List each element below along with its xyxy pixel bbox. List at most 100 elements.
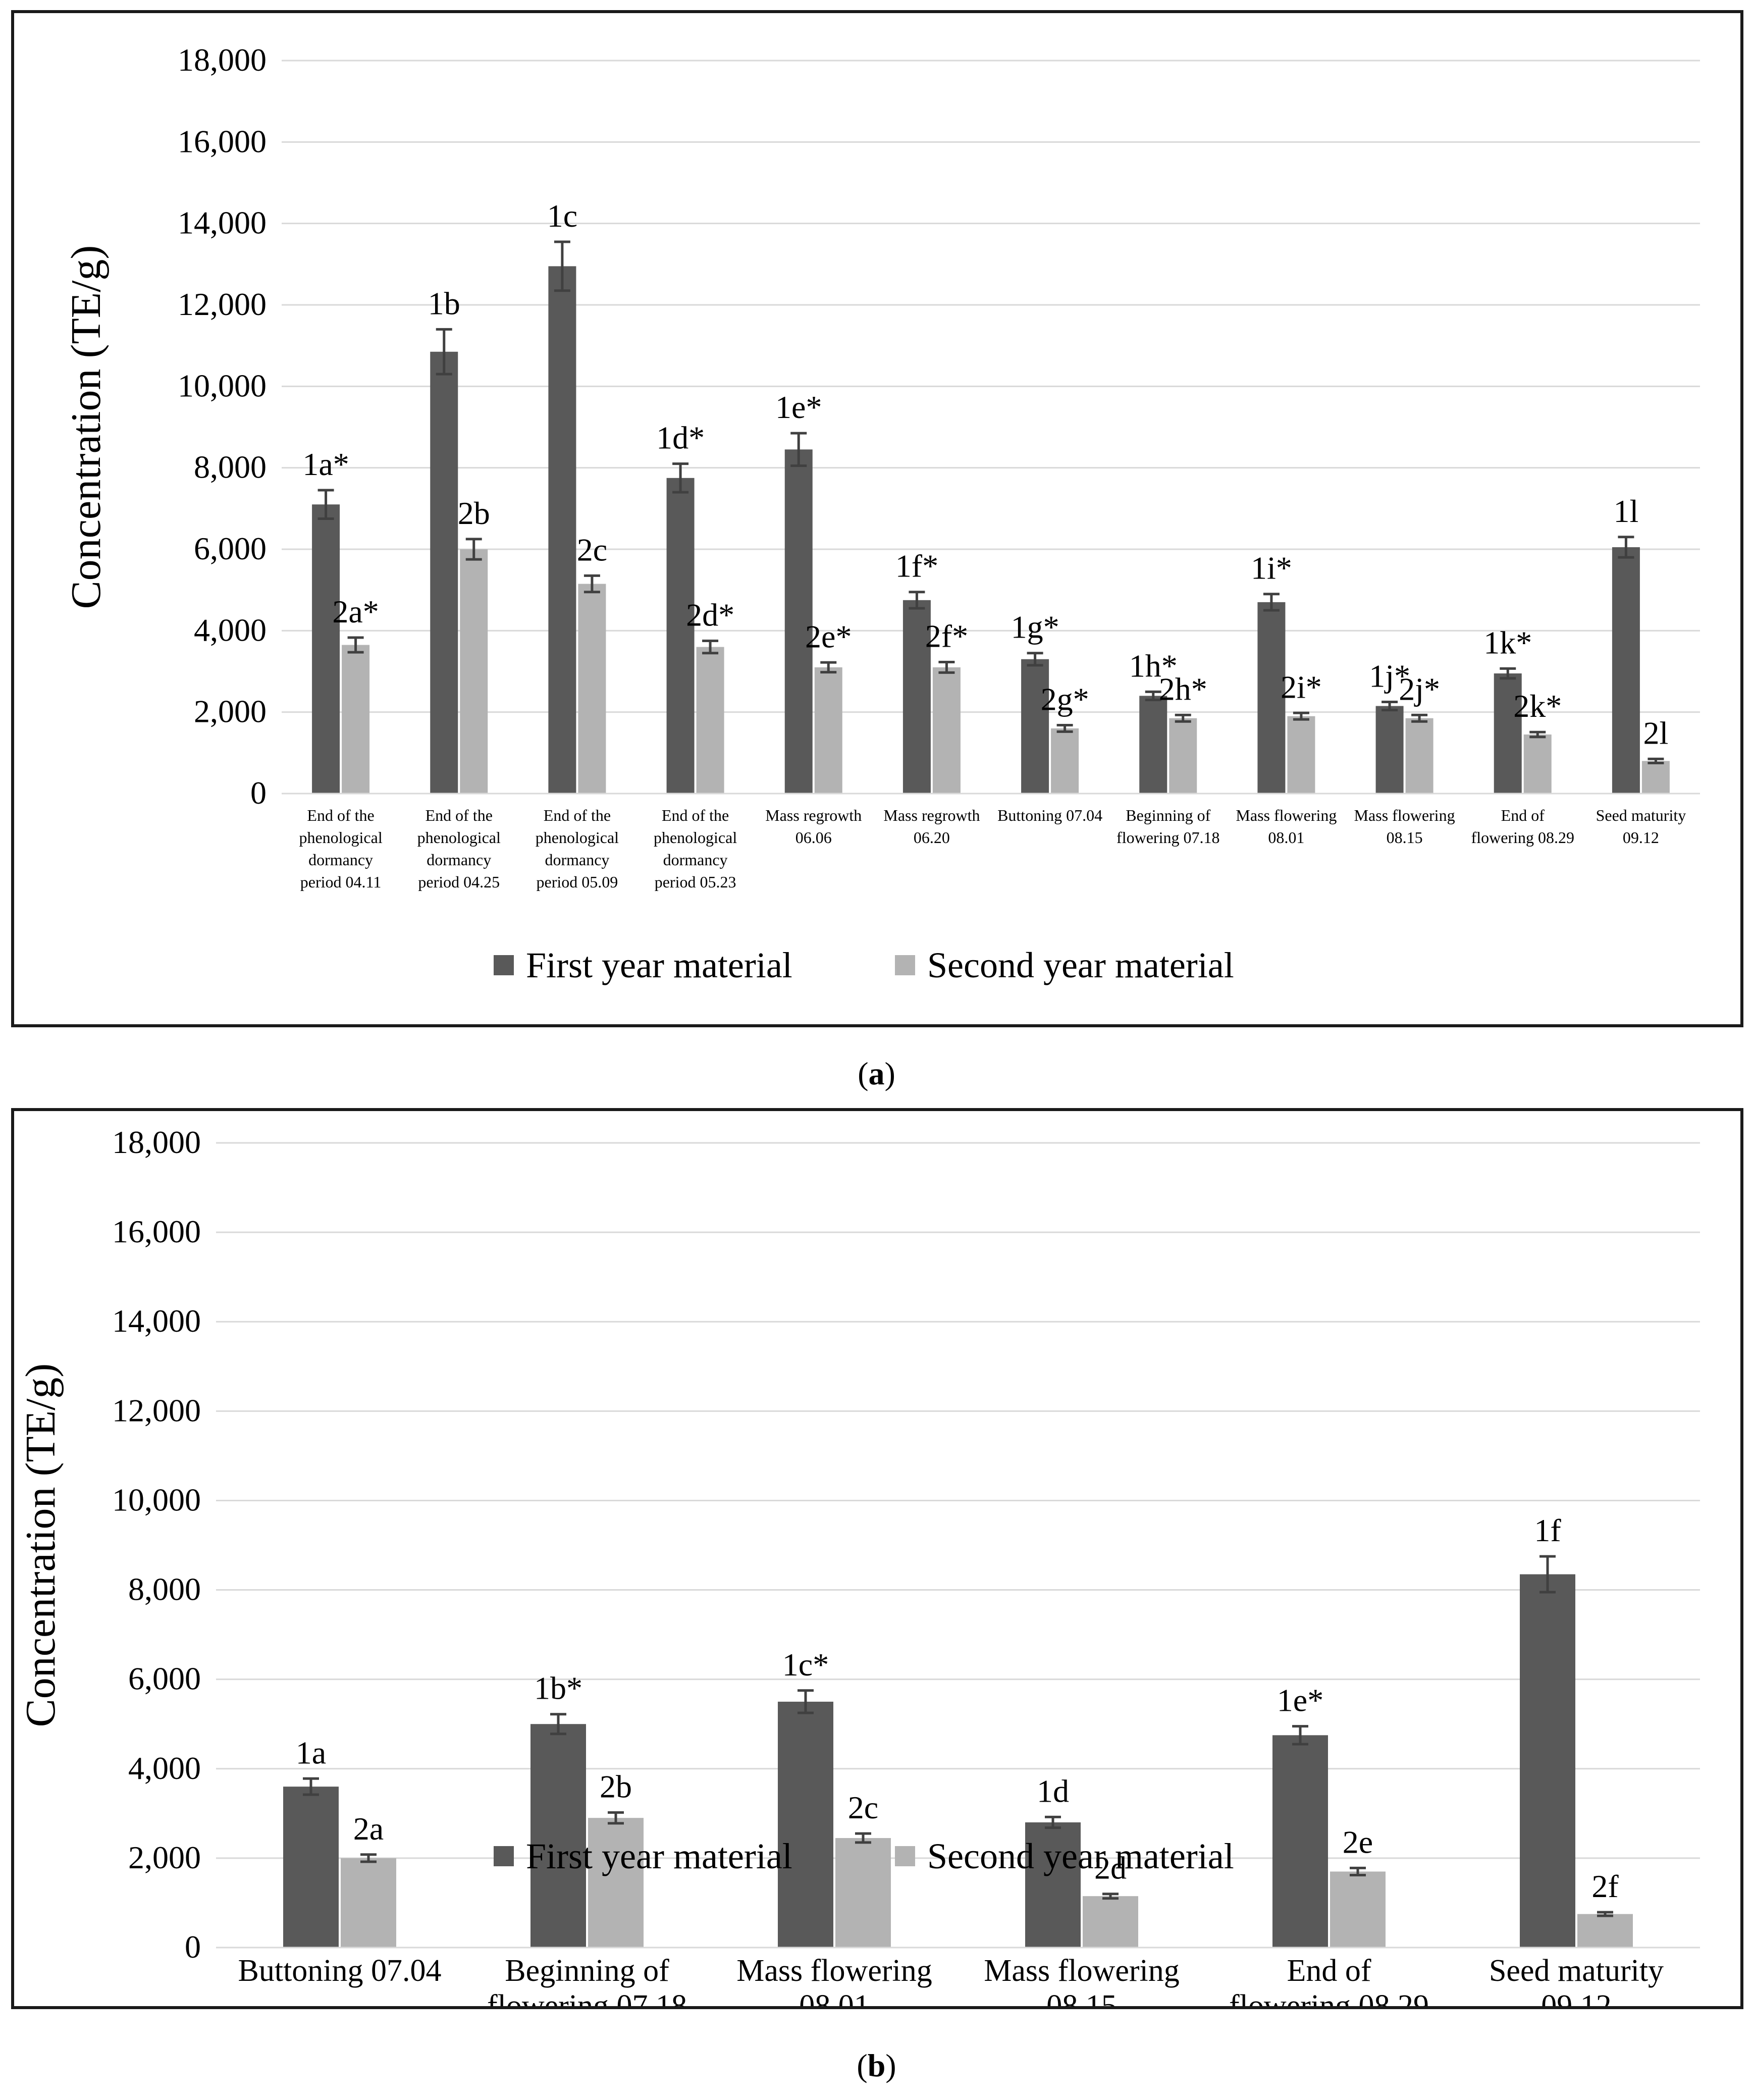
data-label: 1g* [1011, 609, 1059, 645]
bar [1287, 716, 1315, 794]
bar [342, 645, 370, 794]
x-tick-label-line: period 05.23 [655, 873, 736, 891]
bar [1520, 1574, 1575, 1948]
chart-b-svg: 0 2,000 4,000 6,000 8,000 10,000 12,000 14,000 1… [17, 1124, 1700, 2006]
x-tick-label: Mass flowering 08.01 [736, 1954, 932, 2006]
x-tick-label: Mass flowering 08.15 [984, 1954, 1179, 2006]
data-label: 1d [1037, 1773, 1069, 1809]
data-label: 2l [1643, 715, 1669, 751]
bar [1169, 718, 1197, 794]
y-tick-label: 12,000 [112, 1392, 201, 1428]
legend-label: Second year material [927, 945, 1234, 985]
y-tick-label: 14,000 [178, 205, 267, 241]
x-tick-label-line: Mass regrowth [765, 806, 862, 824]
x-tick-label-line: Mass flowering [736, 1954, 932, 1988]
x-tick-label: Beginning of flowering 07.18 [487, 1954, 687, 2006]
x-tick-label-line: phenological [417, 828, 501, 847]
data-label: 1j* [1369, 658, 1410, 694]
x-tick-label-line: Buttoning 07.04 [238, 1954, 441, 1988]
legend-swatch [494, 1846, 514, 1866]
data-label: 2i* [1281, 669, 1322, 705]
chart-panel-b: 0 2,000 4,000 6,000 8,000 10,000 12,000 14,000 1… [11, 1108, 1743, 2009]
x-tick-label-line: dormancy [663, 851, 728, 869]
x-tick-label: Mass flowering 08.01 [1236, 806, 1337, 847]
x-tick-label-line: dormancy [427, 851, 491, 869]
data-label: 2a [353, 1811, 384, 1847]
y-tick-label: 0 [185, 1929, 201, 1965]
bar [578, 584, 606, 794]
data-label: 2f* [925, 618, 968, 654]
bar [1257, 602, 1286, 794]
data-label: 2a* [332, 594, 379, 629]
x-tick-label: Buttoning 07.04 [997, 806, 1102, 824]
y-tick-label: 8,000 [194, 449, 267, 485]
bar [460, 549, 488, 794]
bar [666, 478, 695, 794]
x-tick-label-line: Mass regrowth [883, 806, 980, 824]
y-tick-label: 10,000 [178, 368, 267, 403]
x-tick-label: Buttoning 07.04 [238, 1954, 441, 1988]
caption-b-letter: b [867, 2048, 886, 2083]
data-label: 1f [1534, 1512, 1561, 1548]
y-tick-label: 0 [250, 775, 267, 811]
x-tick-label-line: 09.12 [1541, 1989, 1612, 2006]
y-tick-label: 2,000 [128, 1840, 201, 1875]
data-label: 2c [848, 1790, 878, 1825]
x-tick-label-line: Beginning of [1126, 806, 1210, 824]
x-tick-label: Mass regrowth 06.20 [883, 806, 980, 847]
x-tick-label-line: period 05.09 [537, 873, 618, 891]
caption-a-letter: a [868, 1056, 885, 1091]
x-tick-label-line: flowering 08.29 [1471, 828, 1574, 847]
data-label: 2k* [1513, 688, 1562, 724]
bar [1494, 673, 1522, 794]
y-tick-label: 12,000 [178, 286, 267, 322]
data-label: 2e* [805, 618, 852, 654]
y-tick-label: 18,000 [178, 42, 267, 78]
x-tick-label-line: 08.01 [1268, 828, 1304, 847]
bar [696, 647, 724, 794]
y-tick-label: 6,000 [128, 1661, 201, 1697]
x-tick-label: Beginning of flowering 07.18 [1117, 806, 1219, 847]
x-tick-label: End of the phenological dormancy period 05.… [654, 806, 737, 891]
data-label: 1b [428, 285, 460, 321]
data-label: 1a [296, 1735, 326, 1770]
bar [1330, 1871, 1386, 1948]
y-tick-label: 18,000 [112, 1124, 201, 1160]
y-tick-label: 4,000 [128, 1750, 201, 1786]
legend-label: Second year material [927, 1836, 1234, 1876]
data-label: 2f [1591, 1868, 1619, 1904]
x-tick-label-line: dormancy [308, 851, 373, 869]
x-tick-label-line: 06.06 [795, 828, 832, 847]
x-tick-label: End of flowering 08.29 [1229, 1954, 1429, 2006]
data-label: 2b [458, 495, 490, 531]
bar [784, 449, 813, 794]
bar [778, 1701, 833, 1948]
x-tick-label-line: phenological [299, 828, 382, 847]
data-label: 1a* [302, 446, 349, 482]
y-tick-label: 6,000 [194, 531, 267, 566]
legend-label: First year material [526, 945, 792, 985]
x-tick-label-line: dormancy [545, 851, 609, 869]
data-label: 1h* [1129, 648, 1178, 684]
bar [1272, 1735, 1328, 1948]
x-tick-label-line: 08.15 [1387, 828, 1423, 847]
bar [1612, 547, 1640, 794]
x-tick-label-line: 08.01 [799, 1989, 870, 2006]
data-label: 1l [1614, 493, 1639, 529]
x-tick-label: End of the phenological dormancy period 04.… [299, 806, 382, 891]
x-tick-label-line: Seed maturity [1489, 1954, 1664, 1988]
legend-swatch [494, 955, 514, 975]
x-tick-label: Seed maturity 09.12 [1596, 806, 1686, 847]
data-label: 2g* [1041, 681, 1089, 717]
bar [430, 351, 458, 794]
caption-a: (a) [858, 1056, 895, 1091]
x-tick-label-line: End of the [426, 806, 493, 824]
y-axis-title: Concentration (TE/g) [17, 1363, 64, 1727]
x-tick-label-line: End of [1287, 1954, 1371, 1988]
y-axis-title: Concentration (TE/g) [63, 245, 110, 609]
x-tick-label-line: period 04.25 [418, 873, 500, 891]
bar [1025, 1822, 1081, 1948]
legend-swatch [895, 1846, 915, 1866]
x-tick-label-line: Mass flowering [1354, 806, 1455, 824]
x-tick-label-line: End of the [544, 806, 611, 824]
